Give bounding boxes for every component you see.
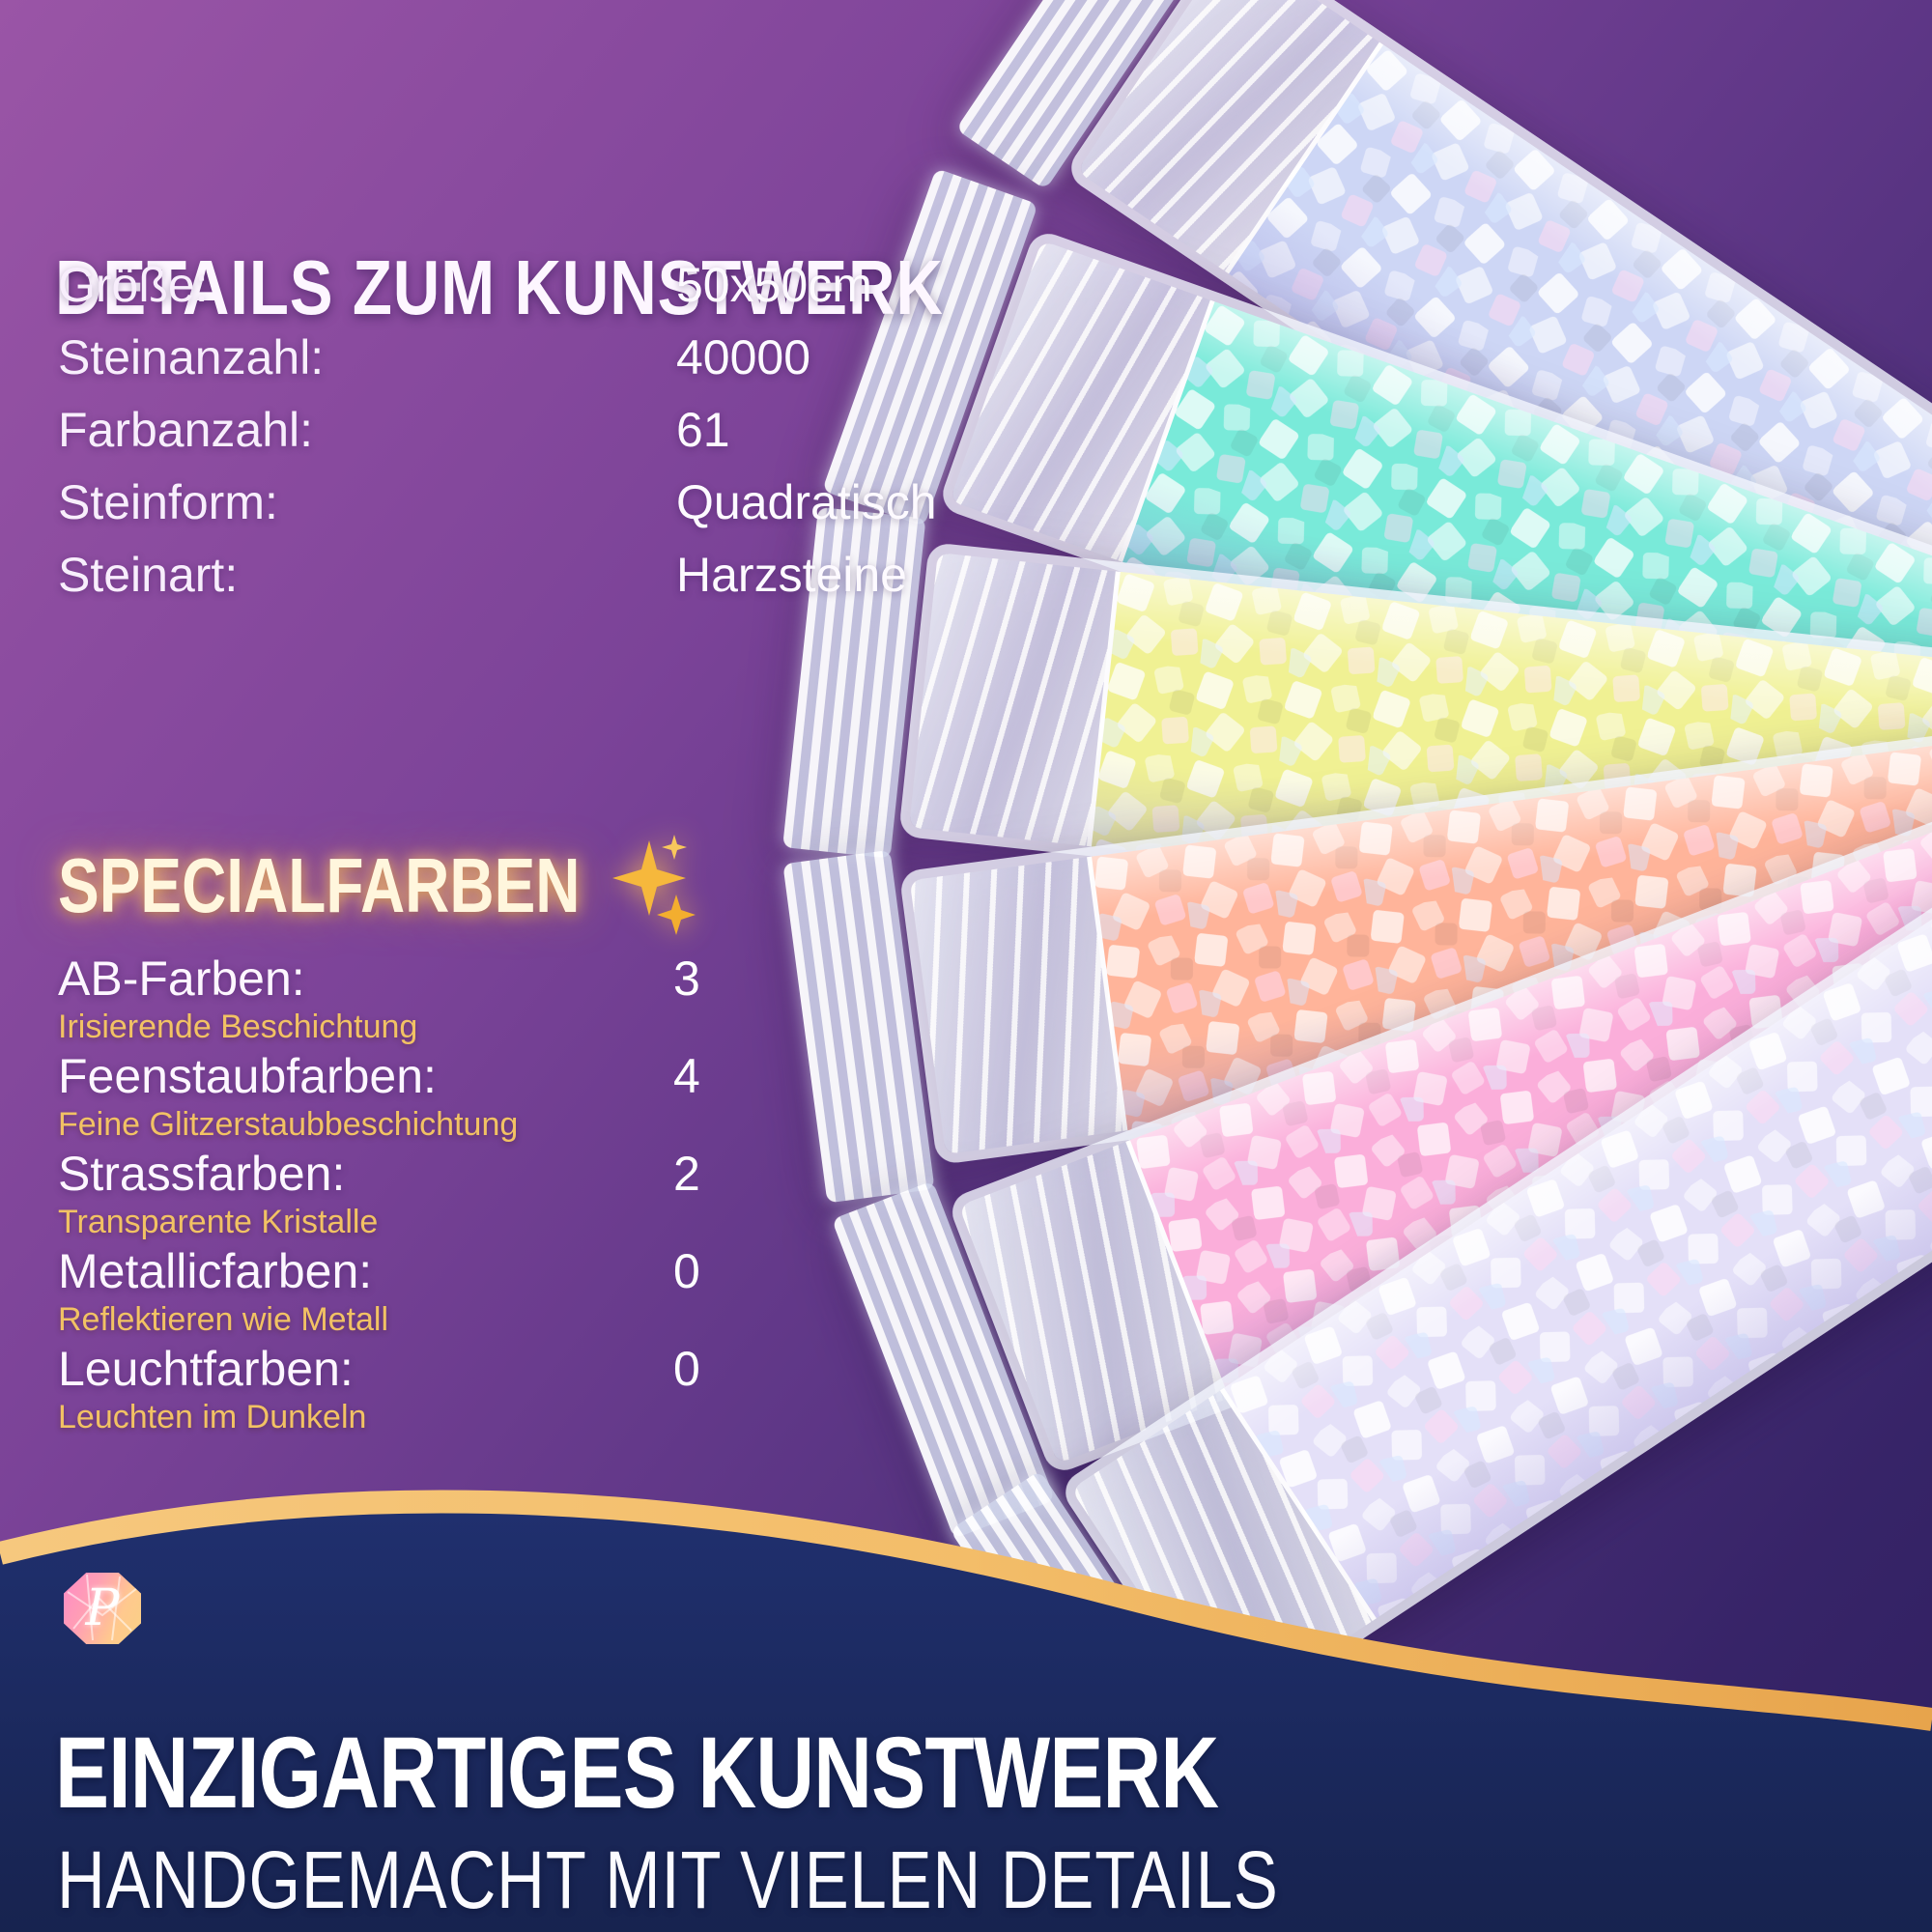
detail-label: Farbanzahl: [58,403,314,457]
special-color-item: Leuchtfarben: Leuchten im Dunkeln 0 [58,1342,831,1439]
page-title: DETAILS ZUM KUNSTWERK [55,243,944,330]
artwork-details-list: Größe: 50x50cm Steinanzahl: 40000 Farbanza… [58,249,937,611]
drill-texture [1122,301,1932,924]
detail-label: Steinart: [58,548,239,602]
special-item-count: 4 [673,1049,700,1103]
special-item-label: Feenstaubfarben: [58,1049,437,1103]
special-item-description: Leuchten im Dunkeln [58,1399,367,1435]
bag-body [1057,776,1932,1733]
detail-row: Steinart: Harzsteine [58,539,937,611]
drill-bag [955,0,1932,894]
special-item-description: Irisierende Beschichtung [58,1009,418,1045]
drill-bag [782,703,1932,1204]
special-color-item: Strassfarben: Transparente Kristalle 2 [58,1147,831,1244]
special-item-label: Leuchtfarben: [58,1342,354,1396]
detail-row: Steinform: Quadratisch [58,467,937,539]
drill-texture [1229,44,1932,880]
detail-value: 40000 [676,330,811,384]
detail-value: 61 [676,403,730,457]
special-colors-header: SPECIALFARBEN [58,833,699,939]
sparkles-icon [611,835,696,935]
special-item-count: 3 [673,952,700,1006]
special-item-description: Reflektieren wie Metall [58,1301,389,1338]
detail-row: Steinanzahl: 40000 [58,322,937,394]
special-color-item: AB-Farben: Irisierende Beschichtung 3 [58,952,831,1049]
drill-bag [831,739,1932,1540]
detail-row: Farbanzahl: 61 [58,394,937,467]
special-item-count: 2 [673,1147,700,1201]
detail-label: Steinform: [58,475,278,529]
detail-row: Größe: 50x50cm [58,249,937,322]
special-color-item: Metallicfarben: Reflektieren wie Metall … [58,1244,831,1342]
special-item-count: 0 [673,1244,700,1298]
special-colors-list: AB-Farben: Irisierende Beschichtung 3 Fe… [58,952,831,1439]
logo-letter: P [85,1579,120,1637]
drill-texture [1129,752,1932,1399]
detail-value: Quadratisch [676,475,937,529]
detail-label: Steinanzahl: [58,330,325,384]
special-item-description: Feine Glitzerstaubbeschichtung [58,1106,519,1143]
detail-label: Größe: [58,258,209,312]
gem-facets-icon [67,1574,138,1641]
special-item-label: Metallicfarben: [58,1244,373,1298]
footer-subheadline: HANDGEMACHT MIT VIELEN DETAILS [57,1834,1279,1925]
special-item-count: 0 [673,1342,700,1396]
drill-texture [1092,715,1932,1131]
detail-value: Harzsteine [676,548,907,602]
special-item-description: Transparente Kristalle [58,1204,379,1240]
bag-body [898,703,1932,1166]
detail-value: 50x50cm [676,258,872,312]
bag-body [946,739,1932,1477]
drill-texture [1224,789,1932,1619]
bag-plastic [909,856,1128,1154]
bag-body [1063,0,1932,894]
drill-bag [821,167,1932,937]
special-item-label: Strassfarben: [58,1147,346,1201]
bag-plastic [908,553,1121,847]
special-colors-title: SPECIALFARBEN [58,842,581,928]
gem-logo-icon: P [64,1573,141,1644]
drill-bag [949,776,1932,1816]
bag-body [937,228,1932,937]
special-item-label: AB-Farben: [58,952,305,1006]
footer-headline: EINZIGARTIGES KUNSTWERK [55,1717,1219,1830]
special-color-item: Feenstaubfarben: Feine Glitzerstaubbesch… [58,1049,831,1147]
